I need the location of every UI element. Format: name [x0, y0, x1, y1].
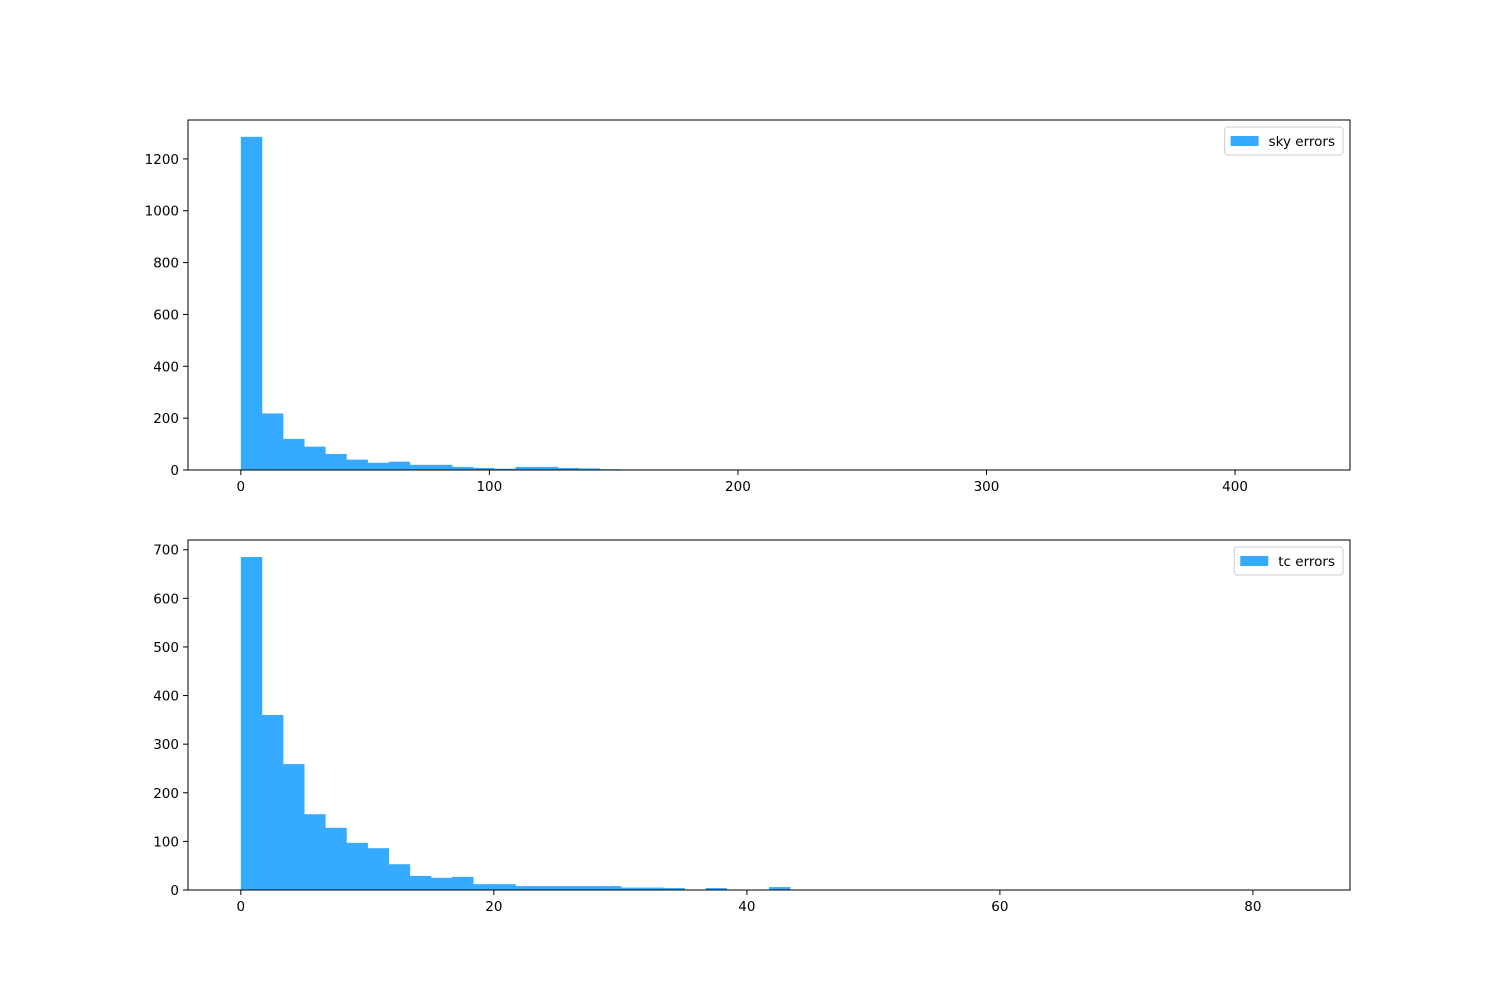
y-tick-label: 200 — [153, 786, 179, 802]
axes-frame — [187, 539, 1351, 891]
bar — [494, 884, 516, 890]
bar — [346, 842, 368, 890]
bar — [409, 464, 432, 470]
bar — [473, 884, 495, 890]
legend: sky errors — [1224, 126, 1344, 156]
x-tick-label: 20 — [485, 899, 502, 915]
bar — [515, 886, 537, 890]
y-tick-label: 700 — [153, 543, 179, 559]
legend-swatch — [1230, 136, 1259, 146]
y-tick-label: 1000 — [145, 204, 179, 220]
bar — [304, 446, 326, 470]
y-tick-label: 1200 — [145, 152, 179, 168]
x-tick-label: 300 — [974, 479, 1000, 495]
bar — [304, 814, 326, 890]
x-tick-label: 0 — [237, 899, 246, 915]
legend: tc errors — [1233, 546, 1344, 576]
bar — [515, 466, 537, 470]
x-tick-label: 400 — [1222, 479, 1248, 495]
y-tick-label: 400 — [153, 359, 179, 375]
bar — [536, 466, 559, 470]
bar — [261, 715, 284, 890]
bar — [769, 887, 791, 890]
bar — [367, 462, 390, 470]
bar — [663, 888, 685, 890]
axes-frame — [187, 119, 1351, 471]
bar — [430, 877, 453, 890]
bar — [346, 459, 368, 470]
bar — [430, 464, 453, 470]
y-tick-label: 300 — [153, 737, 179, 753]
legend-frame — [1233, 546, 1344, 576]
bar — [325, 453, 347, 470]
y-tick-label: 100 — [153, 834, 179, 850]
bar — [325, 827, 347, 890]
bar — [621, 887, 643, 890]
bar — [473, 467, 495, 470]
bar — [536, 886, 559, 890]
bar — [452, 466, 474, 470]
y-tick-label: 600 — [153, 591, 179, 607]
bar — [578, 468, 601, 470]
legend-label: sky errors — [1269, 134, 1335, 150]
bar — [557, 886, 580, 890]
x-tick-label: 40 — [738, 899, 755, 915]
bar — [261, 413, 284, 470]
y-tick-label: 0 — [170, 463, 179, 479]
y-tick-label: 500 — [153, 640, 179, 656]
bar — [494, 468, 516, 470]
bar — [240, 557, 263, 890]
y-tick-label: 800 — [153, 256, 179, 272]
bar — [642, 887, 664, 890]
axes: 0 100 200 300 400 0 200 400 600 800 1000 1200 sky er… — [145, 119, 1351, 495]
x-tick-label: 80 — [1244, 899, 1261, 915]
x-tick-label: 60 — [991, 899, 1008, 915]
legend-frame — [1224, 126, 1344, 156]
y-tick-label: 400 — [153, 689, 179, 705]
bar — [388, 461, 411, 470]
bar — [367, 848, 390, 890]
bar — [599, 886, 622, 890]
bar — [452, 876, 474, 890]
bar — [283, 438, 305, 470]
bar — [578, 886, 601, 890]
bar — [388, 864, 411, 890]
legend-label: tc errors — [1278, 554, 1335, 570]
x-tick-label: 100 — [476, 479, 502, 495]
legend-swatch — [1240, 556, 1269, 566]
axes: 0 20 40 60 80 0 100 200 300 400 500 600 700 tc errors — [153, 539, 1351, 915]
y-tick-label: 0 — [170, 883, 179, 899]
y-tick-label: 200 — [153, 411, 179, 427]
bar — [409, 875, 432, 890]
x-tick-label: 200 — [725, 479, 751, 495]
bar — [557, 467, 580, 470]
bar — [283, 764, 305, 890]
x-tick-label: 0 — [237, 479, 246, 495]
bar — [240, 136, 263, 470]
y-tick-label: 600 — [153, 307, 179, 323]
bar — [705, 888, 728, 890]
